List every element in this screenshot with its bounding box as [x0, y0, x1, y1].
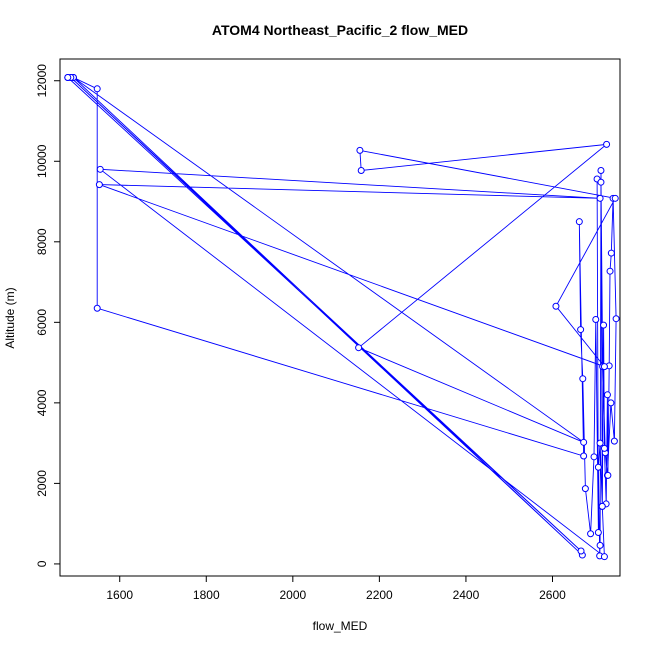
series-line [67, 77, 617, 558]
x-axis: 1600 1800 2000 2200 2400 2600 [106, 575, 566, 602]
data-point [610, 437, 618, 445]
x-tick-label: 2400 [453, 588, 480, 602]
y-tick-label: 0 [35, 560, 49, 567]
y-tick-label: 2000 [35, 470, 49, 497]
data-point [600, 553, 608, 561]
data-point [587, 530, 595, 538]
y-tick-label: 12000 [35, 64, 49, 98]
x-axis-label: flow_MED [313, 619, 368, 633]
data-point [93, 304, 101, 312]
x-tick-label: 2000 [279, 588, 306, 602]
data-point [597, 178, 605, 186]
plot-area-frame [59, 58, 621, 577]
data-point [597, 167, 605, 175]
data-point [600, 444, 608, 452]
data-point [579, 375, 587, 383]
x-tick-label: 2200 [366, 588, 393, 602]
data-point [552, 302, 560, 310]
data-series [64, 74, 620, 561]
y-axis-label: Altitude (m) [3, 287, 17, 348]
y-tick-label: 4000 [35, 389, 49, 416]
data-point [594, 463, 602, 471]
data-point [600, 363, 608, 371]
data-point [596, 439, 604, 447]
data-point [575, 218, 583, 226]
data-point [611, 194, 619, 202]
data-point [600, 321, 608, 329]
data-point [580, 438, 588, 446]
data-point [598, 502, 606, 510]
x-tick-label: 2600 [539, 588, 566, 602]
data-point [577, 547, 585, 555]
data-point [596, 194, 604, 202]
data-point [93, 85, 101, 93]
data-point [596, 541, 604, 549]
data-point [606, 267, 614, 275]
y-tick-label: 6000 [35, 309, 49, 336]
data-point [612, 315, 620, 323]
data-point [604, 471, 612, 479]
chart-title: ATOM4 Northeast_Pacific_2 flow_MED [212, 22, 468, 38]
data-point [580, 452, 588, 460]
data-point [356, 146, 364, 154]
x-tick-label: 1600 [106, 588, 133, 602]
x-tick-label: 1800 [193, 588, 220, 602]
data-point [603, 391, 611, 399]
data-point [96, 165, 104, 173]
data-point [590, 453, 598, 461]
y-tick-label: 10000 [35, 144, 49, 178]
data-point [607, 249, 615, 257]
data-point [577, 326, 585, 334]
data-point [592, 316, 600, 324]
data-point [95, 181, 103, 189]
y-tick-label: 8000 [35, 228, 49, 255]
data-point [581, 485, 589, 493]
data-point [357, 167, 365, 175]
data-point [594, 529, 602, 537]
data-point [355, 344, 363, 352]
y-axis: 0 2000 4000 6000 8000 10000 12000 [35, 64, 61, 567]
data-point [607, 399, 615, 407]
data-point [64, 74, 72, 82]
data-point [603, 140, 611, 148]
